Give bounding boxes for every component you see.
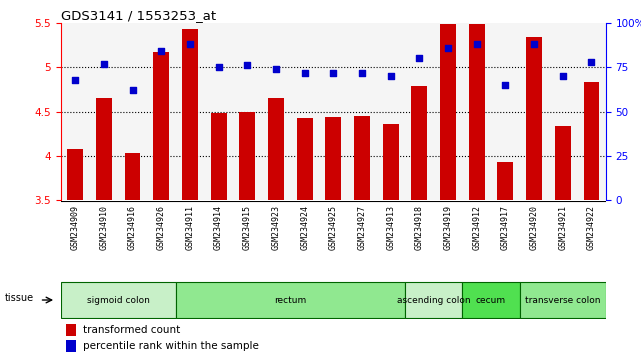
Text: GSM234926: GSM234926	[157, 205, 166, 250]
Bar	[469, 24, 485, 200]
Text: GSM234918: GSM234918	[415, 205, 424, 250]
Text: GSM234915: GSM234915	[243, 205, 252, 250]
Point	[185, 41, 195, 47]
Bar	[462, 282, 520, 318]
Text: GSM234921: GSM234921	[558, 205, 567, 250]
Point	[299, 70, 310, 75]
Bar	[297, 118, 313, 200]
Bar	[497, 162, 513, 200]
Text: GSM234917: GSM234917	[501, 205, 510, 250]
Point	[99, 61, 109, 67]
Text: GSM234919: GSM234919	[444, 205, 453, 250]
Point	[587, 59, 597, 65]
Point	[414, 56, 424, 61]
Point	[472, 41, 482, 47]
Text: percentile rank within the sample: percentile rank within the sample	[83, 341, 258, 352]
Bar	[583, 82, 599, 200]
Text: GSM234925: GSM234925	[329, 205, 338, 250]
Bar	[96, 98, 112, 200]
Text: tissue: tissue	[5, 293, 34, 303]
Text: GSM234916: GSM234916	[128, 205, 137, 250]
Point	[500, 82, 510, 88]
Point	[156, 48, 167, 54]
Bar	[182, 29, 198, 200]
Bar	[268, 98, 284, 200]
Text: GDS3141 / 1553253_at: GDS3141 / 1553253_at	[61, 9, 216, 22]
Text: sigmoid colon: sigmoid colon	[87, 296, 150, 304]
Bar	[405, 282, 462, 318]
Bar	[239, 113, 255, 200]
Text: GSM234912: GSM234912	[472, 205, 481, 250]
Bar	[383, 124, 399, 200]
Point	[385, 73, 395, 79]
Text: cecum: cecum	[476, 296, 506, 304]
Bar	[326, 117, 341, 200]
Point	[213, 64, 224, 70]
Bar	[526, 37, 542, 200]
Text: GSM234920: GSM234920	[529, 205, 538, 250]
Bar	[153, 52, 169, 200]
Bar	[555, 126, 570, 200]
Text: GSM234911: GSM234911	[185, 205, 194, 250]
Text: GSM234923: GSM234923	[272, 205, 281, 250]
Point	[70, 77, 80, 82]
Text: GSM234927: GSM234927	[358, 205, 367, 250]
Bar	[440, 24, 456, 200]
Bar	[412, 86, 428, 200]
Bar	[61, 282, 176, 318]
Point	[529, 41, 539, 47]
Bar	[67, 324, 76, 336]
Bar	[67, 149, 83, 200]
Text: GSM234922: GSM234922	[587, 205, 596, 250]
Point	[443, 45, 453, 51]
Point	[271, 66, 281, 72]
Point	[128, 87, 138, 93]
Bar	[176, 282, 405, 318]
Text: transverse colon: transverse colon	[525, 296, 601, 304]
Bar	[354, 116, 370, 200]
Text: transformed count: transformed count	[83, 325, 180, 336]
Bar	[67, 340, 76, 353]
Text: rectum: rectum	[274, 296, 306, 304]
Text: GSM234914: GSM234914	[214, 205, 223, 250]
Text: GSM234909: GSM234909	[71, 205, 79, 250]
Text: ascending colon: ascending colon	[397, 296, 470, 304]
Bar	[125, 153, 140, 200]
Bar	[211, 113, 226, 200]
Text: GSM234924: GSM234924	[300, 205, 309, 250]
Text: GSM234910: GSM234910	[99, 205, 108, 250]
Text: GSM234913: GSM234913	[386, 205, 395, 250]
Point	[357, 70, 367, 75]
Bar	[520, 282, 606, 318]
Point	[328, 70, 338, 75]
Point	[242, 63, 253, 68]
Point	[558, 73, 568, 79]
